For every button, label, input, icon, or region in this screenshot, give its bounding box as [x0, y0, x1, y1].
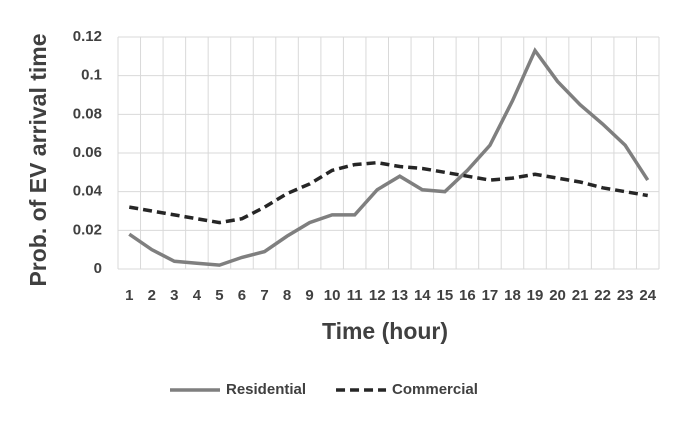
x-tick-label: 5: [215, 287, 223, 304]
x-tick-label: 15: [437, 287, 454, 304]
x-tick-label: 13: [391, 287, 408, 304]
x-tick-label: 2: [148, 287, 156, 304]
x-tick-label: 6: [238, 287, 246, 304]
x-tick-label: 19: [527, 287, 544, 304]
y-tick-label: 0.04: [73, 183, 103, 200]
x-tick-label: 18: [504, 287, 521, 304]
y-tick-label: 0.06: [73, 144, 102, 161]
y-tick-label: 0: [94, 260, 102, 277]
y-tick-label: 0.02: [73, 221, 102, 238]
x-tick-label: 10: [324, 287, 341, 304]
series-line: [128, 47, 650, 267]
x-tick-label: 11: [347, 287, 363, 304]
x-tick-label: 4: [193, 287, 202, 304]
x-tick-label: 16: [459, 287, 476, 304]
x-tick-label: 20: [549, 287, 566, 304]
series-line: [128, 160, 649, 225]
x-tick-label: 8: [283, 287, 291, 304]
x-tick-label: 22: [594, 287, 611, 304]
x-tick-label: 3: [170, 287, 178, 304]
x-tick-label: 21: [572, 287, 589, 304]
legend-label: Residential: [226, 381, 306, 398]
x-tick-label: 17: [482, 287, 499, 304]
legend-label: Commercial: [392, 381, 478, 398]
x-tick-label: 12: [369, 287, 386, 304]
x-tick-label: 23: [617, 287, 634, 304]
y-tick-label: 0.08: [73, 105, 102, 122]
x-tick-label: 1: [125, 287, 133, 304]
x-axis-title: Time (hour): [322, 318, 448, 344]
x-tick-label: 24: [639, 287, 656, 304]
x-tick-label: 9: [305, 287, 313, 304]
x-tick-label: 7: [260, 287, 268, 304]
y-tick-label: 0.12: [73, 28, 102, 45]
x-tick-label: 14: [414, 287, 431, 304]
y-tick-label: 0.1: [81, 67, 102, 84]
y-axis-title: Prob. of EV arrival time: [25, 33, 51, 286]
